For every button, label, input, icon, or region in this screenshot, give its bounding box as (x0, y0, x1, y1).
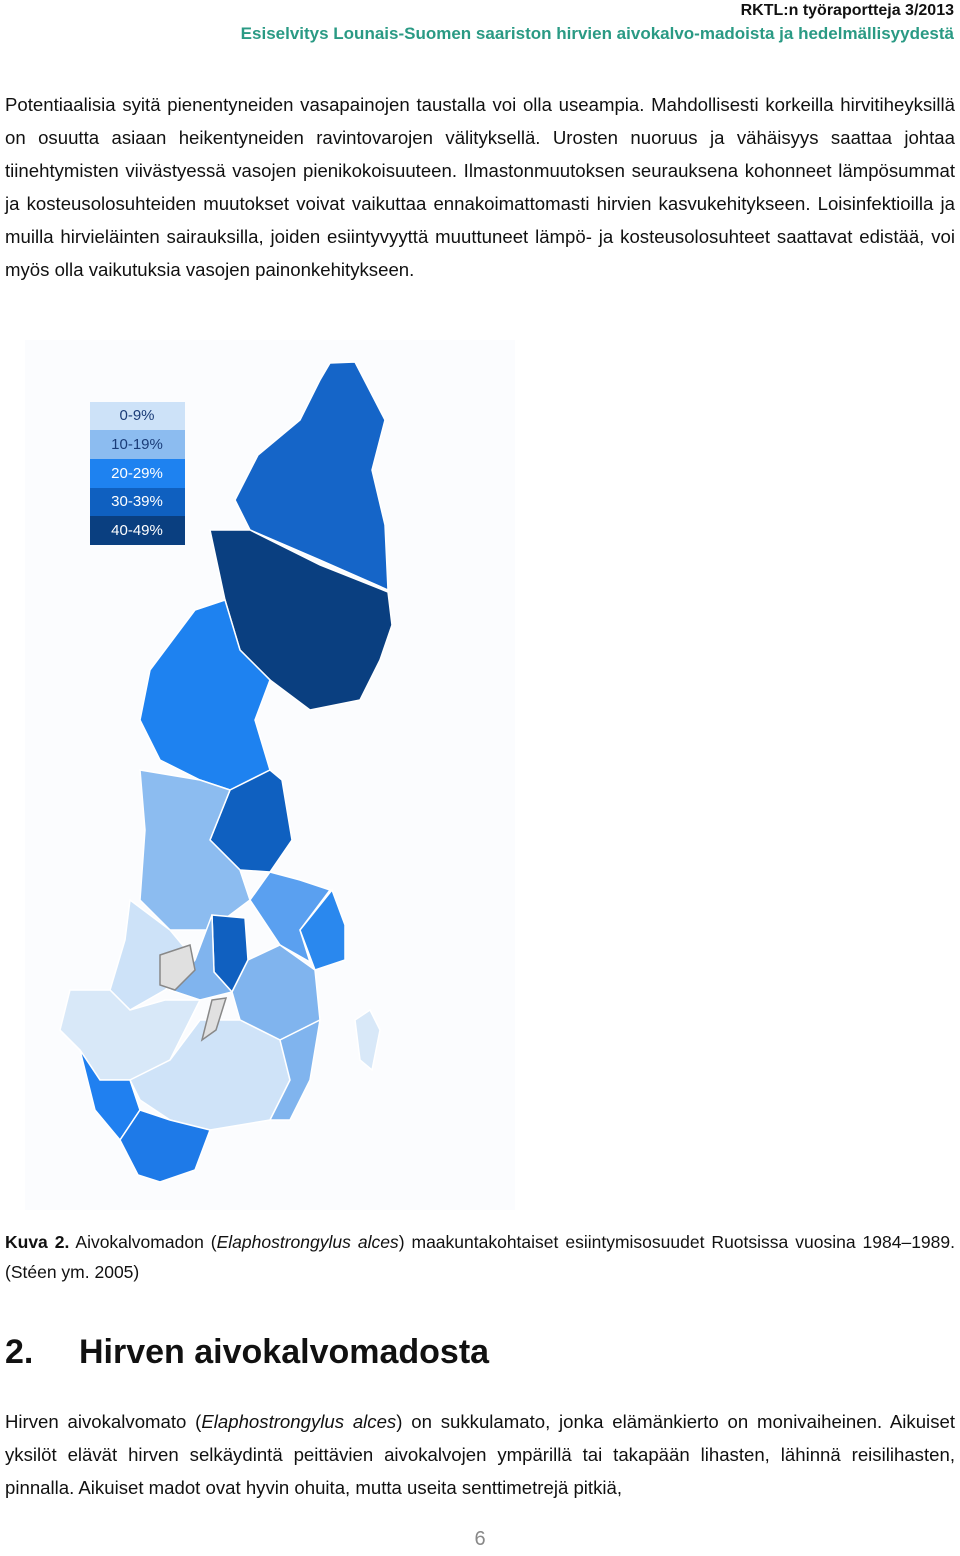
region (234, 361, 389, 592)
region (354, 1008, 381, 1072)
map-figure: 0-9% 10-19% 20-29% 30-39% 40-49% (25, 340, 515, 1210)
legend-label: 30-39% (111, 493, 163, 510)
paragraph: Potentiaalisia syitä pienentyneiden vasa… (5, 94, 955, 280)
legend-label: 10-19% (111, 436, 163, 453)
legend-swatch (90, 430, 185, 459)
legend-swatch (90, 488, 185, 516)
region (109, 898, 197, 1011)
caption-text: ) maakuntakohtaiset esiintymisosuudet Ru… (5, 1232, 955, 1282)
series-label: RKTL:n työraportteja 3/2013 (740, 2, 954, 19)
region (249, 871, 332, 964)
legend-label: 20-29% (111, 465, 163, 482)
header-title: Esiselvitys Lounais-Suomen saariston hir… (240, 24, 954, 43)
legend-label: 0-9% (119, 407, 154, 424)
legend-swatch (90, 516, 185, 545)
region (268, 1018, 321, 1121)
legend-swatch (90, 402, 185, 430)
legend-label: 40-49% (111, 522, 163, 539)
page-number: 6 (474, 1528, 486, 1550)
section-heading: 2. Hirven aivokalvomadosta (5, 1333, 489, 1372)
paragraph: Hirven aivokalvomato (Elaphostrongylus a… (5, 1405, 955, 1504)
caption-text: Aivokalvomadon ( (75, 1232, 217, 1252)
paragraph-text: Hirven aivokalvomato ( (5, 1411, 202, 1432)
lake (200, 997, 228, 1042)
paragraph-text: ) on sukkulamato, jonka elämänkierto on … (5, 1411, 955, 1498)
section-number: 2. (5, 1333, 34, 1371)
section-title: Hirven aivokalvomadosta (79, 1333, 490, 1371)
figure-caption: Kuva 2. Aivokalvomadon (Elaphostrongylus… (5, 1227, 955, 1287)
species-name: Elaphostrongylus alces (201, 1411, 397, 1432)
region (119, 1109, 211, 1183)
region (299, 888, 346, 971)
lake (159, 944, 196, 991)
legend-swatch (90, 459, 185, 488)
legend: 0-9% 10-19% 20-29% 30-39% 40-49% (90, 402, 185, 545)
caption-species: Elaphostrongylus alces (216, 1232, 399, 1252)
caption-label: Kuva 2. (5, 1232, 70, 1252)
